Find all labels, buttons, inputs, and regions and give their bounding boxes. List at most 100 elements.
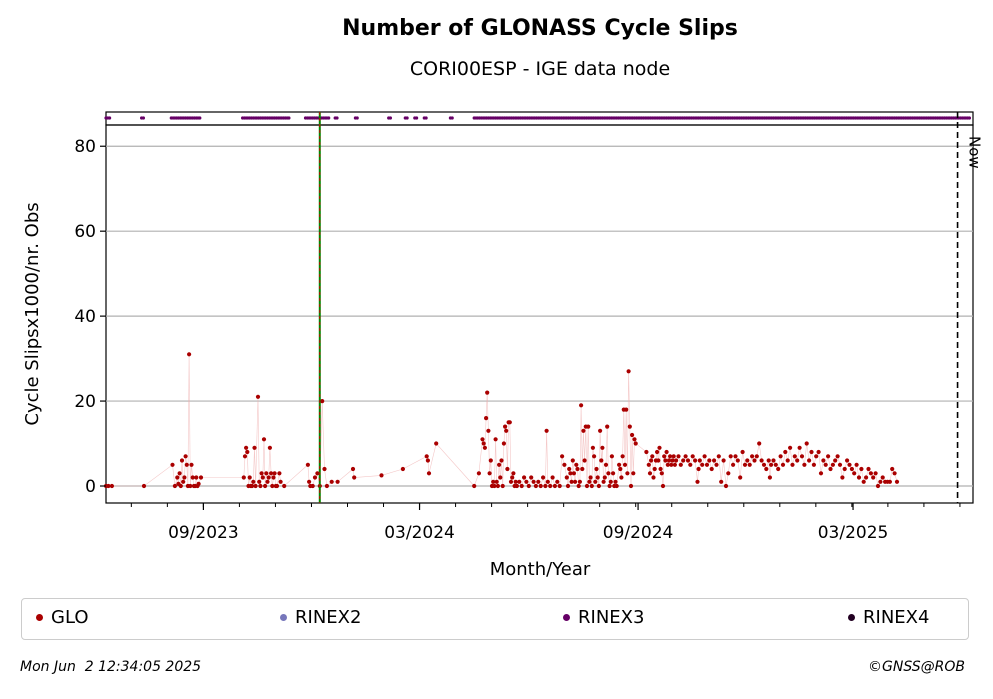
glo-data-point — [177, 471, 182, 476]
rinex3-availability-dot — [287, 116, 291, 120]
glo-data-point — [603, 462, 609, 467]
glo-data-point — [735, 458, 740, 463]
glo-data-point — [277, 471, 282, 476]
glo-data-point — [541, 475, 546, 480]
glo-data-point — [757, 441, 762, 446]
glo-data-point — [503, 424, 508, 429]
glo-data-point — [181, 479, 186, 484]
glo-data-point — [840, 475, 845, 480]
glo-data-point — [826, 454, 831, 459]
glo-data-point — [674, 458, 679, 463]
glo-data-point — [513, 479, 518, 484]
glo-data-point — [480, 437, 485, 442]
glo-data-point — [278, 479, 283, 484]
glo-data-point — [586, 424, 591, 429]
glo-data-point — [658, 466, 663, 472]
now-label: Now — [966, 136, 984, 169]
glo-data-point — [624, 407, 629, 412]
chart-plot-area: 0 20 40 60 80 09/2023 03/2024 09/2024 03/2025 No… — [22, 111, 984, 580]
glo-data-point — [613, 479, 618, 484]
glo-data-point — [842, 466, 847, 472]
glo-data-point — [816, 449, 821, 455]
glo-data-point — [260, 475, 265, 480]
glo-data-point — [669, 462, 674, 467]
glo-data-point — [609, 454, 615, 459]
glo-data-point — [652, 466, 657, 472]
glo-data-point — [175, 475, 180, 480]
glo-data-point — [617, 462, 622, 467]
glo-data-point — [664, 449, 669, 455]
glo-data-point — [476, 471, 481, 476]
glo-data-point — [696, 466, 701, 472]
glo-data-point — [252, 445, 257, 450]
glo-data-point — [584, 483, 590, 489]
glo-data-point — [864, 475, 869, 480]
glo-data-point — [828, 466, 833, 472]
y-tick-label: 20 — [74, 392, 96, 412]
rinex3-availability-dot — [388, 116, 392, 120]
glo-data-point — [632, 437, 637, 442]
glo-data-point — [567, 466, 572, 472]
glo-data-point — [618, 466, 623, 472]
glo-data-point — [672, 462, 678, 467]
rinex3-availability-dot — [141, 116, 145, 120]
glo-data-point — [702, 454, 707, 459]
legend-item-rinex3: RINEX3 — [563, 607, 644, 628]
glo-data-point — [500, 483, 505, 489]
glo-data-point — [538, 483, 543, 489]
glo-data-point — [596, 483, 602, 489]
rinex3-availability-dot — [108, 116, 112, 120]
glo-data-point — [754, 454, 759, 459]
glo-data-point — [570, 458, 575, 463]
glo-data-point — [783, 449, 788, 455]
glo-data-point — [491, 479, 496, 484]
glo-data-point — [265, 479, 270, 484]
glo-data-point — [619, 475, 624, 480]
glo-data-point — [861, 479, 866, 484]
glo-data-point — [588, 475, 593, 480]
glo-data-point — [379, 473, 384, 478]
glo-data-point — [548, 483, 553, 489]
glo-data-point — [766, 458, 771, 463]
glo-data-point — [178, 483, 183, 489]
glo-data-point — [568, 471, 573, 476]
rinex3-availability-dot — [198, 116, 202, 120]
glo-data-point — [557, 483, 562, 489]
glo-data-point — [868, 471, 874, 476]
legend-label-glo: GLO — [51, 607, 89, 628]
glo-data-point — [244, 445, 249, 450]
glo-data-point — [792, 454, 797, 459]
glo-data-point — [194, 475, 199, 480]
glo-data-point — [887, 479, 893, 484]
glo-data-point — [320, 399, 325, 404]
glo-data-point — [267, 445, 272, 450]
rinex3-availability-dot — [415, 116, 419, 120]
glo-data-point — [678, 462, 683, 467]
glo-data-point — [487, 471, 492, 476]
glo-data-point — [683, 454, 688, 459]
glo-data-point — [508, 479, 514, 484]
glo-data-point — [493, 437, 498, 442]
glo-data-point — [261, 437, 267, 442]
glo-data-point — [305, 462, 310, 467]
glo-data-point — [750, 454, 755, 459]
glo-data-point — [602, 475, 607, 480]
glo-data-point — [600, 445, 605, 450]
glo-data-point — [481, 441, 486, 446]
glo-data-point — [788, 445, 793, 450]
glo-data-point — [565, 483, 571, 489]
glo-data-point — [818, 471, 824, 476]
glo-data-point — [526, 483, 531, 489]
glo-data-point — [656, 458, 661, 463]
glo-data-point — [608, 479, 613, 484]
glo-data-point — [184, 462, 189, 467]
glo-data-point — [697, 458, 702, 463]
glo-data-point — [170, 462, 175, 467]
glo-data-point — [804, 441, 809, 446]
glo-data-point — [655, 449, 660, 455]
y-tick-label: 60 — [74, 222, 96, 242]
glo-data-point — [486, 428, 491, 433]
glo-data-point — [335, 479, 340, 484]
glo-data-point — [505, 466, 510, 472]
glo-data-point — [764, 466, 769, 472]
